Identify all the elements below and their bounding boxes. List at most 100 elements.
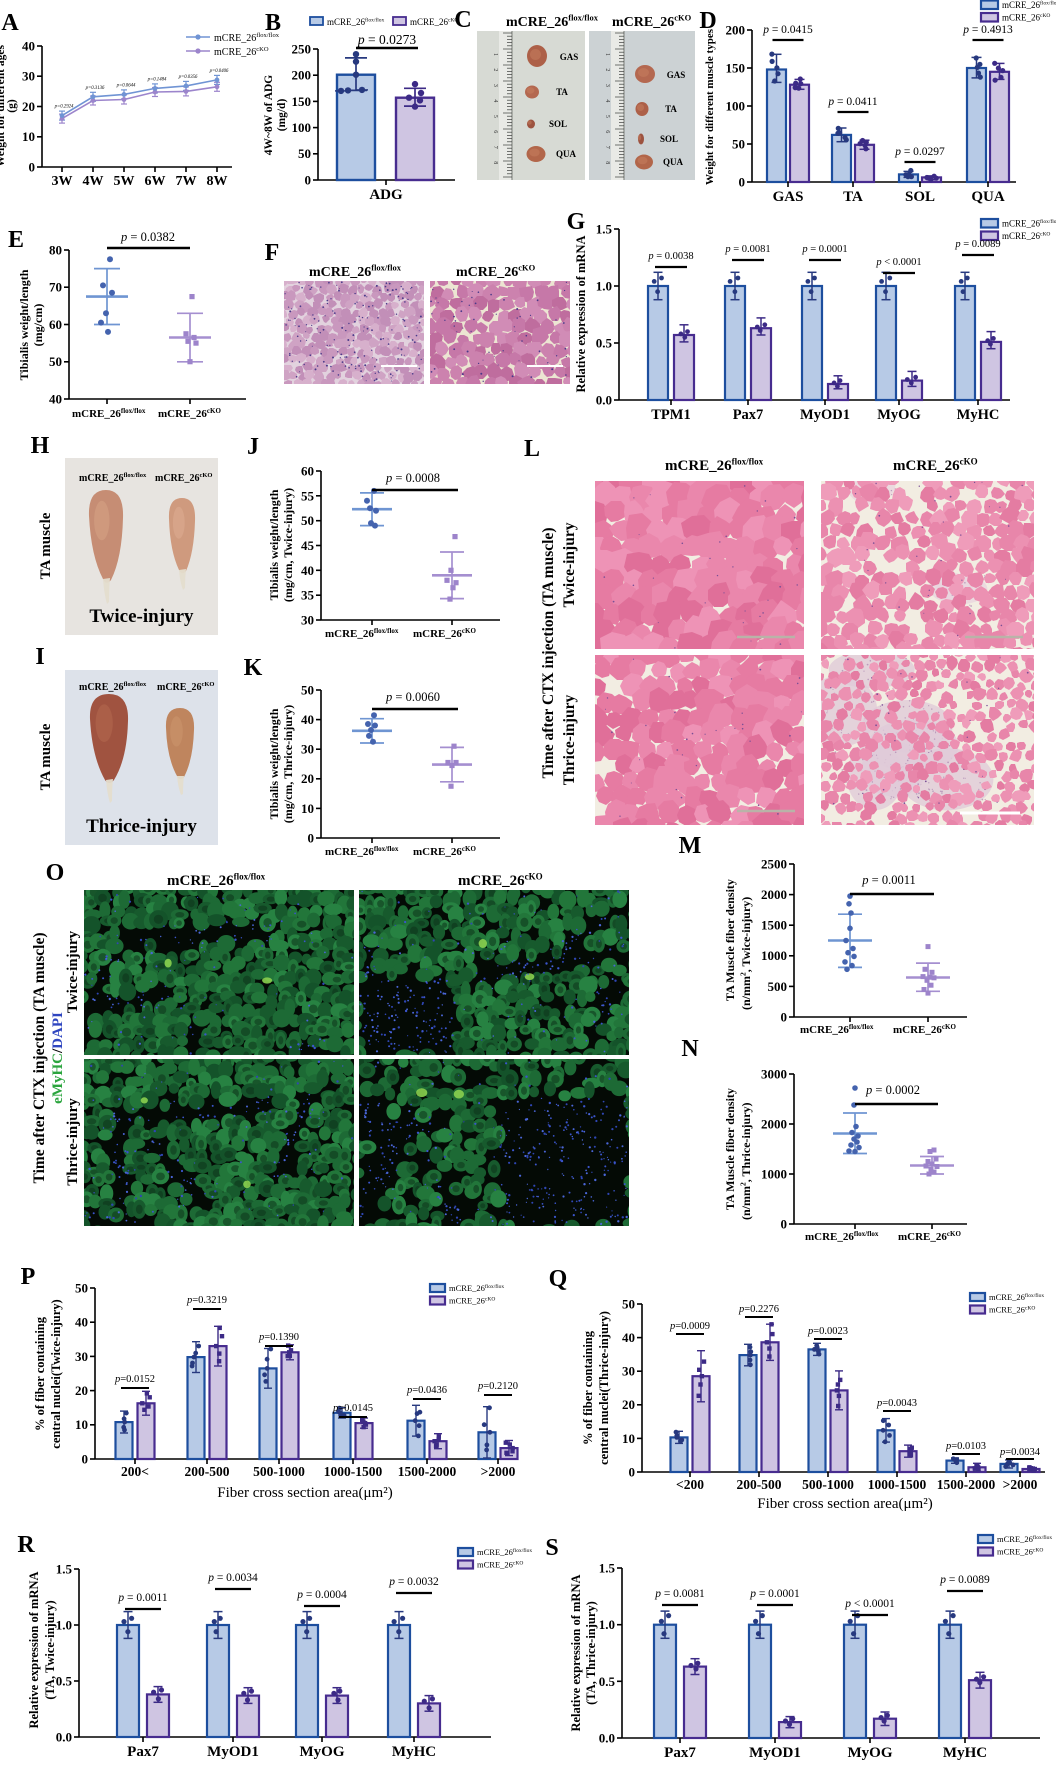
svg-text:(mg/d): (mg/d)	[276, 99, 288, 132]
svg-text:45: 45	[301, 538, 315, 553]
svg-text:p=0.0406: p=0.0406	[209, 69, 229, 74]
svg-text:4: 4	[492, 99, 498, 102]
svg-text:F: F	[265, 240, 280, 266]
svg-text:10: 10	[622, 1431, 635, 1446]
svg-text:<200: <200	[676, 1477, 704, 1492]
svg-text:mCRE_26flox/flox: mCRE_26flox/flox	[997, 1534, 1052, 1544]
svg-text:p=0.3136: p=0.3136	[85, 86, 105, 91]
svg-text:35: 35	[301, 588, 315, 603]
svg-text:Tibialis weight/length: Tibialis weight/length	[267, 489, 281, 600]
svg-text:10: 10	[301, 801, 314, 816]
svg-text:S: S	[545, 1535, 558, 1561]
svg-text:p = 0.0001: p = 0.0001	[749, 1588, 800, 1600]
svg-text:Time after CTX injection (TA m: Time after CTX injection (TA muscle)	[540, 528, 557, 779]
svg-text:0: 0	[781, 1216, 788, 1231]
svg-text:p = 0.0002: p = 0.0002	[865, 1083, 920, 1097]
svg-text:20: 20	[22, 99, 35, 114]
svg-text:3000: 3000	[761, 1066, 787, 1081]
svg-text:eMyHC/DAPI: eMyHC/DAPI	[50, 1012, 66, 1104]
svg-text:TA muscle: TA muscle	[38, 723, 54, 790]
svg-text:p=0.2276: p=0.2276	[738, 1304, 779, 1315]
svg-text:0: 0	[629, 1464, 636, 1479]
svg-text:mCRE_26flox/flox: mCRE_26flox/flox	[214, 32, 280, 44]
svg-text:7W: 7W	[176, 174, 197, 189]
svg-text:100: 100	[726, 98, 746, 113]
svg-text:MyHC: MyHC	[957, 407, 1000, 423]
svg-text:30: 30	[622, 1364, 635, 1379]
svg-text:GAS: GAS	[667, 70, 686, 80]
svg-text:0.0: 0.0	[599, 1730, 615, 1745]
svg-text:TA Muscle fiber density: TA Muscle fiber density	[723, 1088, 737, 1210]
svg-text:1: 1	[604, 53, 610, 56]
svg-text:(n/mm2, Thrice-injury): (n/mm2, Thrice-injury)	[738, 1102, 753, 1220]
svg-text:p=0.0145: p=0.0145	[332, 1403, 373, 1414]
svg-text:50: 50	[301, 513, 314, 528]
svg-text:mCRE_26cKO: mCRE_26cKO	[612, 13, 692, 30]
svg-text:7: 7	[492, 146, 498, 149]
svg-text:TA: TA	[843, 189, 863, 205]
svg-text:150: 150	[292, 94, 312, 109]
svg-text:60: 60	[49, 317, 62, 332]
svg-text:QUA: QUA	[663, 157, 684, 167]
svg-text:TA Muscle fiber density: TA Muscle fiber density	[723, 879, 737, 1001]
svg-text:Tibialis weight/length: Tibialis weight/length	[267, 708, 281, 819]
svg-text:1000-1500: 1000-1500	[868, 1477, 927, 1492]
svg-text:L: L	[524, 436, 540, 462]
svg-text:6: 6	[604, 130, 610, 133]
svg-text:mCRE_26flox/flox: mCRE_26flox/flox	[327, 17, 385, 27]
svg-text:K: K	[244, 655, 263, 681]
svg-text:>2000: >2000	[1003, 1477, 1038, 1492]
svg-text:2500: 2500	[761, 856, 787, 871]
svg-text:1.5: 1.5	[56, 1561, 73, 1576]
svg-text:mCRE_26cKO: mCRE_26cKO	[155, 472, 212, 484]
svg-text:p = 0.0382: p = 0.0382	[120, 230, 175, 244]
svg-text:O: O	[46, 860, 65, 886]
svg-text:p=0.0152: p=0.0152	[114, 1374, 155, 1385]
svg-text:p = 0.0004: p = 0.0004	[296, 1589, 347, 1601]
svg-text:(mg/cm): (mg/cm)	[31, 304, 45, 347]
svg-text:(mg/cm, Twice-injury): (mg/cm, Twice-injury)	[281, 488, 295, 602]
svg-text:0: 0	[308, 830, 315, 845]
svg-text:40: 40	[49, 391, 62, 406]
svg-text:MyOG: MyOG	[300, 1744, 345, 1760]
svg-text:0: 0	[305, 172, 312, 187]
svg-text:1000: 1000	[761, 948, 787, 963]
svg-text:MyOD1: MyOD1	[749, 1745, 801, 1761]
svg-text:(mg/cm, Thrice-injury): (mg/cm, Thrice-injury)	[281, 705, 295, 823]
svg-text:mCRE_26cKO: mCRE_26cKO	[989, 1305, 1035, 1315]
svg-text:mCRE_26cKO: mCRE_26cKO	[413, 627, 476, 640]
svg-text:10: 10	[75, 1417, 88, 1432]
svg-text:mCRE_26flox/flox: mCRE_26flox/flox	[1002, 218, 1056, 228]
svg-text:Twice-injury: Twice-injury	[65, 930, 81, 1013]
svg-text:55: 55	[301, 488, 315, 503]
svg-text:D: D	[699, 8, 716, 34]
svg-text:1.5: 1.5	[599, 1560, 616, 1575]
svg-text:mCRE_26cKO: mCRE_26cKO	[477, 1560, 523, 1570]
svg-text:1500-2000: 1500-2000	[398, 1464, 457, 1479]
svg-text:1.5: 1.5	[596, 221, 613, 236]
svg-text:mCRE_26cKO: mCRE_26cKO	[1002, 231, 1050, 241]
svg-text:0: 0	[781, 1009, 788, 1024]
svg-text:ADG: ADG	[369, 187, 403, 203]
svg-text:Relative expression of mRNA: Relative expression of mRNA	[574, 235, 588, 392]
svg-text:mCRE_26flox/flox: mCRE_26flox/flox	[79, 472, 147, 484]
svg-text:2: 2	[604, 68, 610, 71]
svg-text:7: 7	[604, 146, 610, 149]
svg-text:Twice-injury: Twice-injury	[89, 606, 194, 627]
svg-text:Thrice-injury: Thrice-injury	[561, 695, 578, 786]
svg-text:mCRE_26cKO: mCRE_26cKO	[214, 46, 269, 58]
svg-text:B: B	[265, 10, 281, 36]
svg-text:8: 8	[492, 161, 498, 164]
svg-text:p = 0.0011: p = 0.0011	[117, 1592, 167, 1604]
svg-text:mCRE_26cKO: mCRE_26cKO	[158, 407, 221, 420]
svg-text:p = 0.0273: p = 0.0273	[357, 32, 416, 47]
svg-text:100: 100	[292, 120, 312, 135]
svg-text:central nuclei(Thrice-injury): central nuclei(Thrice-injury)	[597, 1311, 611, 1465]
svg-text:mCRE_26cKO: mCRE_26cKO	[893, 1023, 956, 1036]
svg-text:mCRE_26cKO: mCRE_26cKO	[410, 17, 458, 27]
svg-text:30: 30	[301, 742, 314, 757]
svg-text:0.0: 0.0	[56, 1729, 72, 1744]
svg-text:20: 20	[622, 1397, 635, 1412]
svg-text:0: 0	[739, 174, 746, 189]
svg-text:p = 0.0038: p = 0.0038	[647, 251, 693, 262]
